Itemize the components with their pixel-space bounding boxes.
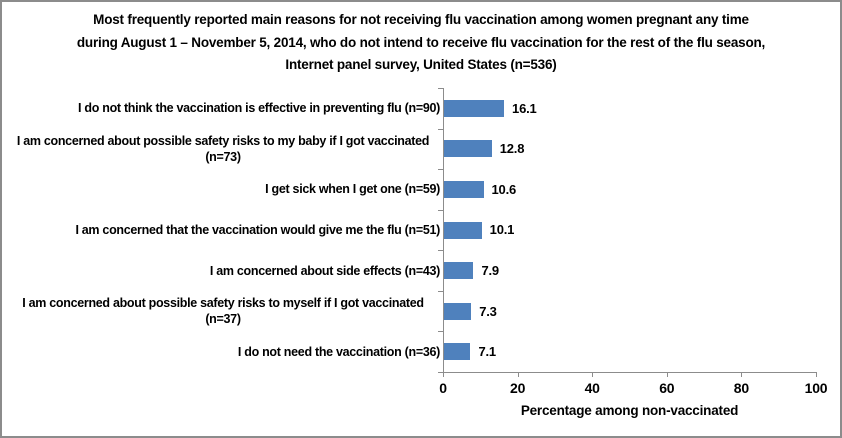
bar-6 (444, 302, 472, 320)
bar-2 (444, 140, 492, 158)
category-label: I am concerned about possible safety ris… (6, 291, 440, 332)
x-axis-tick (741, 372, 743, 377)
bar-3 (444, 180, 484, 198)
bar-1 (444, 99, 505, 117)
bar-4 (444, 221, 482, 239)
chart-title-line: during August 1 – November 5, 2014, who … (76, 34, 766, 50)
x-axis-title: Percentage among non-vaccinated (520, 403, 739, 418)
y-axis-tick (438, 169, 443, 171)
category-label: I am concerned about side effects (n=43) (6, 250, 440, 291)
category-label: I am concerned about possible safety ris… (6, 129, 440, 170)
x-axis-tick (517, 372, 519, 377)
y-axis-tick (438, 88, 443, 89)
chart-title-line: Most frequently reported main reasons fo… (93, 12, 749, 27)
category-label: I am concerned that the vaccination woul… (6, 210, 440, 251)
y-axis-tick (438, 331, 443, 333)
x-axis-tick (443, 372, 444, 377)
x-axis-tick (592, 372, 594, 377)
x-axis-tick (816, 372, 817, 377)
x-axis-tick-label: 100 (804, 380, 828, 396)
bar-7 (444, 343, 471, 361)
value-label: 7.9 (481, 263, 499, 279)
value-label: 16.1 (512, 100, 537, 116)
x-axis-tick-label: 20 (510, 380, 526, 396)
value-label: 7.1 (478, 344, 496, 360)
y-axis-tick (438, 290, 443, 292)
x-axis-tick-label: 0 (439, 380, 447, 396)
category-label-text: I am concerned about possible safety ris… (22, 296, 424, 327)
category-label-text: I do not need the vaccination (n=36) (237, 344, 440, 359)
category-label-text: I get sick when I get one (n=59) (265, 182, 440, 197)
chart-title: Most frequently reported main reasons fo… (12, 9, 830, 77)
y-axis-tick (438, 372, 443, 373)
x-axis-tick-label: 80 (733, 380, 749, 396)
category-label-text: I do not think the vaccination is effect… (78, 101, 440, 116)
y-axis-line (443, 88, 444, 373)
value-label: 12.8 (499, 141, 525, 157)
x-axis-tick-label: 60 (659, 380, 675, 396)
category-label: I get sick when I get one (n=59) (6, 169, 440, 210)
y-axis-tick (438, 209, 443, 211)
y-axis-tick (438, 128, 443, 130)
chart-title-line: Internet panel survey, United States (n=… (285, 57, 557, 72)
category-label-text: I am concerned about possible safety ris… (16, 133, 430, 164)
category-label-text: I am concerned that the vaccination woul… (75, 222, 440, 237)
category-label: I do not need the vaccination (n=36) (6, 331, 440, 372)
x-axis-tick-label: 40 (584, 380, 600, 396)
bar-5 (444, 262, 474, 280)
value-label: 7.3 (479, 303, 497, 319)
x-axis-tick (666, 372, 668, 377)
y-axis-tick (438, 250, 443, 252)
category-label-text: I am concerned about side effects (n=43) (209, 263, 440, 278)
value-label: 10.1 (489, 222, 515, 238)
category-label: I do not think the vaccination is effect… (6, 88, 440, 129)
value-label: 10.6 (491, 181, 517, 197)
x-axis-line (443, 372, 817, 373)
